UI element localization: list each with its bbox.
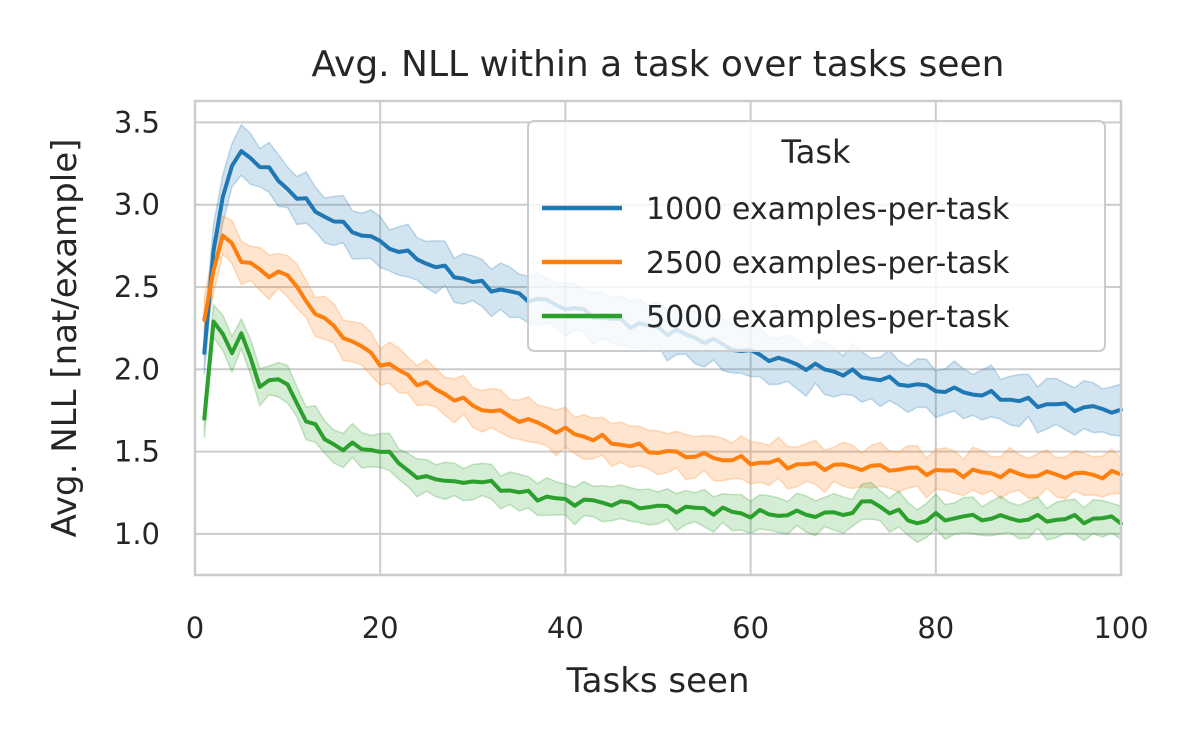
series-line <box>202 233 1123 481</box>
x-tick-label: 100 <box>1093 611 1148 645</box>
legend-title: Task <box>780 133 851 171</box>
y-axis-ticks: 1.0 1.5 2.0 2.5 3.0 3.5 <box>114 105 160 550</box>
plot-frame <box>193 99 1123 577</box>
legend-entry-label: 5000 examples-per-task <box>646 300 1010 335</box>
series-line <box>202 319 1123 526</box>
legend: Task 1000 examples-per-task 2500 examples… <box>527 120 1106 352</box>
y-tick-label: 2.0 <box>114 352 160 386</box>
y-tick-label: 1.5 <box>114 435 160 469</box>
y-axis-label: Avg. NLL [nat/example] <box>45 139 85 538</box>
x-axis-ticks: 0 20 40 60 80 100 <box>186 611 1149 645</box>
y-tick-label: 3.0 <box>114 188 160 222</box>
legend-entry-label: 1000 examples-per-task <box>646 192 1010 227</box>
x-tick-label: 60 <box>732 611 769 645</box>
x-tick-label: 40 <box>547 611 584 645</box>
legend-entry-label: 2500 examples-per-task <box>646 246 1010 281</box>
y-tick-label: 2.5 <box>114 270 160 304</box>
legend-box <box>527 120 1106 352</box>
x-tick-label: 0 <box>186 611 204 645</box>
y-tick-label: 3.5 <box>114 105 160 139</box>
chart-title: Avg. NLL within a task over tasks seen <box>312 44 1005 85</box>
x-axis-label: Tasks seen <box>566 661 750 701</box>
y-tick-label: 1.0 <box>114 517 160 551</box>
x-tick-label: 20 <box>362 611 399 645</box>
legend-entries: 1000 examples-per-task 2500 examples-per-… <box>542 192 1010 335</box>
x-tick-label: 80 <box>917 611 954 645</box>
